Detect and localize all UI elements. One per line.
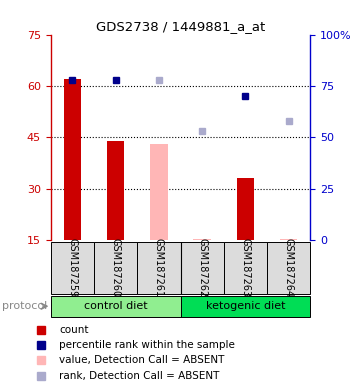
Text: ketogenic diet: ketogenic diet xyxy=(206,301,285,311)
Bar xyxy=(107,141,124,240)
Text: GSM187261: GSM187261 xyxy=(154,238,164,297)
Text: control diet: control diet xyxy=(84,301,147,311)
Bar xyxy=(193,239,211,240)
Text: GSM187259: GSM187259 xyxy=(67,238,77,298)
Bar xyxy=(64,79,81,240)
Text: value, Detection Call = ABSENT: value, Detection Call = ABSENT xyxy=(59,356,225,366)
Bar xyxy=(137,242,180,294)
Text: GSM187264: GSM187264 xyxy=(284,238,294,297)
Bar xyxy=(180,296,310,317)
Title: GDS2738 / 1449881_a_at: GDS2738 / 1449881_a_at xyxy=(96,20,265,33)
Bar xyxy=(150,144,168,240)
Bar xyxy=(267,242,310,294)
Bar xyxy=(51,242,94,294)
Bar xyxy=(51,296,180,317)
Text: percentile rank within the sample: percentile rank within the sample xyxy=(59,341,235,351)
Text: GSM187260: GSM187260 xyxy=(110,238,121,297)
Bar xyxy=(280,239,297,240)
Text: GSM187262: GSM187262 xyxy=(197,238,207,298)
Text: count: count xyxy=(59,326,89,336)
Text: rank, Detection Call = ABSENT: rank, Detection Call = ABSENT xyxy=(59,371,219,381)
Text: protocol: protocol xyxy=(2,301,47,311)
Bar xyxy=(180,242,224,294)
Bar xyxy=(224,242,267,294)
Text: GSM187263: GSM187263 xyxy=(240,238,251,297)
Bar xyxy=(94,242,137,294)
Bar xyxy=(237,179,254,240)
